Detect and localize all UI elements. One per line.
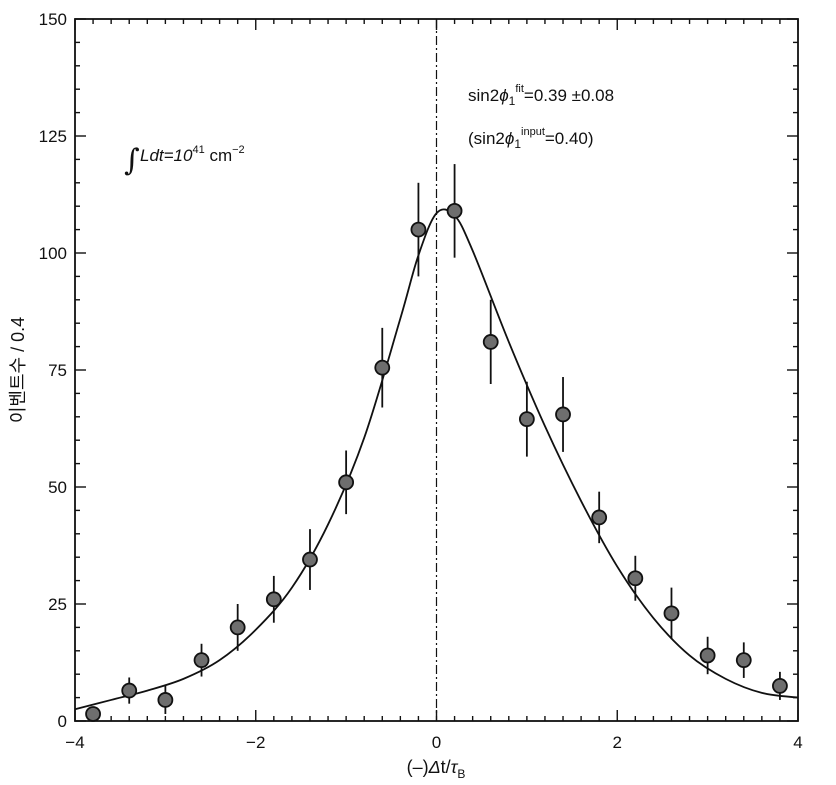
data-point xyxy=(410,221,427,238)
data-point xyxy=(85,706,101,722)
data-point xyxy=(193,652,210,669)
input-value-annotation: (sin2ϕ1input=0.40) xyxy=(468,126,594,151)
data-point xyxy=(699,647,716,664)
data-point xyxy=(157,692,174,708)
data-point xyxy=(265,591,282,608)
luminosity-annotation: ∫ Ldt=1041 cm−2 xyxy=(124,143,245,178)
y-tick-label: 50 xyxy=(48,478,67,497)
y-axis-title: 이벤트수 / 0.4 xyxy=(8,317,28,423)
fit-curve xyxy=(74,208,799,711)
data-point xyxy=(121,682,138,699)
y-axis-ticks: 0 25 50 75 100 125 150 xyxy=(39,10,798,731)
svg-text:sin2ϕ1fit=0.39 ±0.08: sin2ϕ1fit=0.39 ±0.08 xyxy=(468,83,614,108)
x-axis-title: (–)Δt/τB xyxy=(407,757,466,781)
data-point xyxy=(772,678,788,694)
data-point xyxy=(735,652,752,669)
data-point xyxy=(446,202,463,219)
x-tick-label: 0 xyxy=(432,733,441,752)
data-point xyxy=(374,359,391,376)
svg-text:(sin2ϕ1input=0.40): (sin2ϕ1input=0.40) xyxy=(468,126,594,151)
y-tick-label: 125 xyxy=(39,127,67,146)
y-tick-label: 25 xyxy=(48,595,67,614)
data-point xyxy=(591,509,608,526)
x-tick-label: −2 xyxy=(246,733,265,752)
fit-line xyxy=(74,208,799,711)
data-point xyxy=(555,406,571,423)
data-point xyxy=(229,619,246,636)
data-point xyxy=(627,570,644,587)
y-tick-label: 100 xyxy=(39,244,67,263)
fit-result-annotation: sin2ϕ1fit=0.39 ±0.08 xyxy=(468,83,614,108)
integral-sign: ∫ xyxy=(124,143,140,178)
y-tick-label: 0 xyxy=(58,712,67,731)
x-tick-label: 4 xyxy=(793,733,802,752)
y-tick-label: 75 xyxy=(48,361,67,380)
y-tick-label: 150 xyxy=(39,10,67,29)
data-point xyxy=(663,605,680,622)
data-point xyxy=(338,474,355,491)
x-tick-label: 2 xyxy=(613,733,622,752)
svg-text:Ldt=1041 cm−2: Ldt=1041 cm−2 xyxy=(140,144,245,165)
data-points xyxy=(85,164,788,722)
x-tick-label: −4 xyxy=(65,733,84,752)
data-point xyxy=(518,411,535,428)
x-axis-ticks: −4 −2 0 2 4 xyxy=(65,19,803,752)
data-point xyxy=(302,551,318,568)
data-point xyxy=(482,334,499,350)
